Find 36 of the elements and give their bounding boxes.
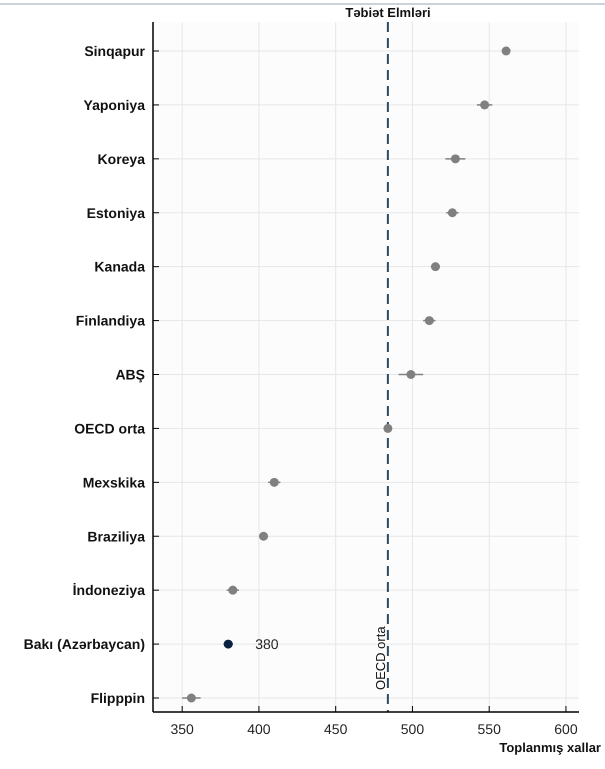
x-tick-label: 450: [324, 721, 348, 737]
y-tick-label: Flipppin: [90, 690, 145, 706]
point: [448, 208, 457, 218]
y-tick-label: Yaponiya: [84, 96, 146, 113]
chart-title: Təbiət Elmləri: [345, 5, 431, 20]
y-tick-label: Kanada: [94, 258, 146, 275]
point: [228, 586, 238, 595]
point: [406, 370, 416, 379]
x-tick-label: 600: [554, 721, 578, 737]
y-tick-label: Koreya: [98, 150, 146, 167]
x-tick-label: 350: [170, 721, 194, 737]
data-label: 380: [255, 636, 279, 652]
y-tick-label: OECD orta: [74, 420, 146, 436]
y-tick-label: Mexskika: [82, 474, 146, 490]
ref-line-label: OECD orta: [372, 626, 388, 690]
y-tick-label: ABŞ: [115, 366, 145, 382]
y-tick-label: Bakı (Azərbaycan): [24, 636, 145, 652]
x-tick-label: 400: [247, 721, 271, 737]
point: [502, 46, 511, 56]
x-tick-label: 550: [478, 721, 502, 737]
point: [186, 694, 196, 702]
point: [270, 478, 279, 487]
y-tick-label: Braziliya: [87, 528, 146, 544]
y-tick-label: İndoneziya: [72, 582, 146, 598]
point: [430, 262, 440, 272]
point: [450, 154, 460, 164]
point: [383, 424, 392, 433]
x-axis-title: Toplanmış xallar: [499, 740, 601, 755]
y-tick-label: Sinqapur: [84, 43, 146, 59]
point: [480, 100, 490, 110]
point: [224, 640, 233, 649]
point: [424, 316, 434, 326]
x-tick-label: 500: [400, 721, 424, 737]
y-tick-label: Estoniya: [86, 204, 146, 221]
y-tick-label: Finlandiya: [76, 312, 146, 329]
point: [259, 532, 268, 541]
